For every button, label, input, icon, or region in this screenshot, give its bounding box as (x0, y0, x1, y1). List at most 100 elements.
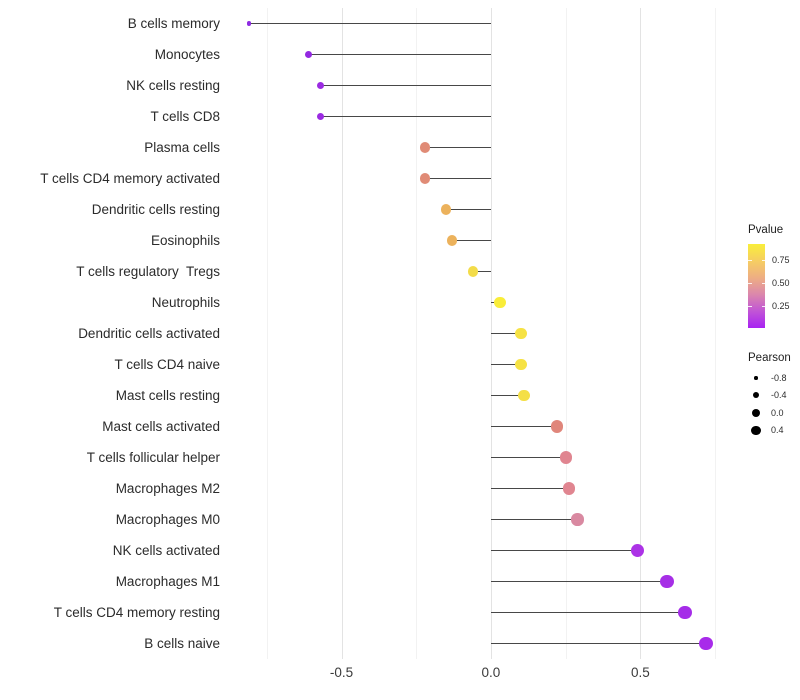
lollipop-stem (320, 84, 491, 87)
minor-gridline (715, 8, 717, 659)
y-axis-label: Dendritic cells resting (91, 201, 220, 217)
lollipop-stem (490, 363, 521, 366)
y-axis-label: NK cells activated (112, 542, 220, 558)
size-legend-dot (751, 425, 761, 435)
lollipop-dot (467, 266, 479, 277)
lollipop-dot (446, 235, 458, 246)
major-gridline (490, 8, 492, 659)
size-legend-item: 0.4 (748, 422, 791, 440)
y-axis-label: T cells follicular helper (86, 449, 220, 465)
major-gridline (341, 8, 343, 659)
lollipop-stem (490, 642, 707, 645)
size-legend-label: 0.4 (771, 425, 784, 436)
lollipop-dot (559, 451, 572, 464)
y-axis-label: Eosinophils (150, 232, 220, 248)
size-legend-dot (752, 408, 760, 417)
lollipop-dot (316, 81, 325, 90)
lollipop-dot (678, 605, 693, 620)
y-axis-label: B cells naive (144, 635, 220, 651)
y-axis-label: Mast cells activated (102, 418, 220, 434)
minor-gridline (416, 8, 418, 659)
lollipop-dot (517, 389, 530, 402)
lollipop-stem (425, 177, 491, 180)
pearson-legend-title: Pearson (748, 352, 791, 364)
y-axis-label: NK cells resting (126, 77, 220, 93)
colorbar-tick-label: 0.25 (772, 301, 790, 312)
colorbar-tick-label: 0.50 (772, 278, 790, 289)
x-axis-tick-label: 0.5 (630, 665, 650, 680)
lollipop-stem (490, 549, 638, 552)
lollipop-stem (490, 487, 569, 490)
lollipop-stem (452, 239, 491, 242)
y-axis-label: Neutrophils (151, 294, 220, 310)
lollipop-dot (699, 636, 714, 651)
y-axis-label: B cells memory (127, 15, 220, 31)
lollipop-dot (440, 204, 452, 215)
lollipop-stem (320, 115, 491, 118)
lollipop-stem (473, 270, 491, 273)
x-axis-tick-label: 0.0 (481, 665, 501, 680)
y-axis-label: T cells regulatory Tregs (76, 263, 220, 279)
lollipop-stem (490, 518, 578, 521)
y-axis-label: T cells CD4 naive (114, 356, 220, 372)
colorbar-tick-mark (748, 259, 752, 261)
lollipop-dot (571, 513, 584, 526)
pvalue-colorbar: 0.75 0.50 0.25 (748, 244, 790, 328)
lollipop-stem (248, 22, 491, 25)
y-axis-label: Dendritic cells activated (78, 325, 220, 341)
major-gridline (640, 8, 642, 659)
colorbar-tick-mark (761, 259, 765, 261)
lollipop-dot (420, 142, 431, 153)
y-axis-label: Macrophages M2 (115, 480, 220, 496)
y-axis-label: Macrophages M1 (115, 573, 220, 589)
lollipop-stem (490, 425, 557, 428)
size-legend-dot (754, 376, 758, 380)
lollipop-dot (660, 574, 674, 589)
y-axis-label: Mast cells resting (115, 387, 220, 403)
x-axis-tick-label: -0.5 (329, 665, 354, 680)
lollipop-stem (446, 208, 491, 211)
colorbar-tick-label: 0.75 (772, 254, 790, 265)
y-axis-label: T cells CD4 memory activated (40, 170, 220, 186)
y-axis-label: Monocytes (154, 46, 220, 62)
y-axis-label: Plasma cells (144, 139, 220, 155)
colorbar-tick-mark (761, 306, 765, 308)
minor-gridline (266, 8, 268, 659)
colorbar-tick-mark (761, 283, 765, 285)
lollipop-stem (490, 301, 500, 304)
lollipop-dot (494, 296, 506, 309)
size-legend-item: 0.0 (748, 404, 791, 422)
lollipop-stem (308, 53, 491, 56)
pvalue-gradient-bar (748, 244, 765, 328)
y-axis-label: T cells CD4 memory resting (53, 604, 220, 620)
lollipop-stem (490, 332, 521, 335)
lollipop-dot (515, 327, 527, 340)
pearson-size-legend: Pearson -0.8 -0.4 0.0 0.4 (748, 352, 791, 439)
lollipop-stem (425, 146, 491, 149)
pvalue-color-legend: Pvalue 0.75 0.50 0.25 (748, 224, 790, 328)
size-legend-label: -0.4 (771, 390, 787, 401)
lollipop-dot (630, 543, 644, 558)
colorbar-tick-mark (748, 306, 752, 308)
lollipop-dot (304, 50, 313, 59)
size-legend-dot (753, 392, 759, 399)
lollipop-dot (550, 420, 563, 433)
size-legend-item: -0.4 (748, 387, 791, 405)
size-legend-label: -0.8 (771, 372, 787, 383)
minor-gridline (565, 8, 567, 659)
y-axis-label: Macrophages M0 (115, 511, 220, 527)
lollipop-stem (490, 611, 686, 614)
y-axis-label: T cells CD8 (150, 108, 220, 124)
size-legend-label: 0.0 (771, 407, 784, 418)
lollipop-dot (246, 21, 252, 26)
colorbar-tick-mark (748, 283, 752, 285)
lollipop-dot (562, 482, 575, 495)
lollipop-dot (515, 358, 527, 371)
lollipop-stem (490, 456, 566, 459)
size-legend-item: -0.8 (748, 369, 791, 387)
lollipop-stem (490, 394, 524, 397)
lollipop-stem (490, 580, 668, 583)
lollipop-dot (316, 112, 325, 121)
